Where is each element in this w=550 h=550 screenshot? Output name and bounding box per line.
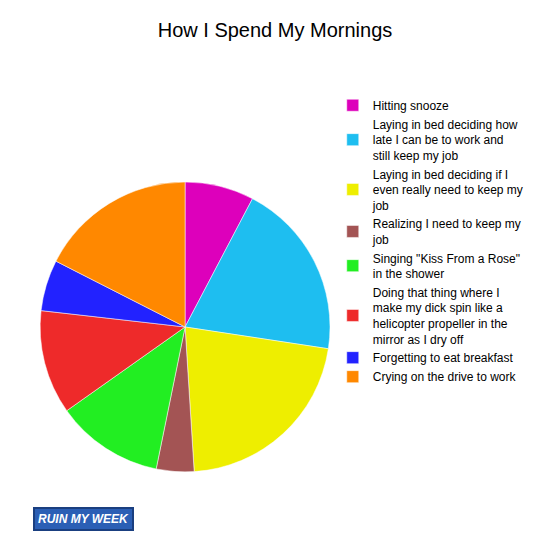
svg-text:RUIN MY WEEK: RUIN MY WEEK	[38, 512, 129, 526]
svg-text:How I Spend My Mornings: How I Spend My Mornings	[158, 19, 393, 41]
svg-text:Hitting snooze: Hitting snooze	[373, 99, 449, 113]
svg-text:Laying in bed deciding if Ieve: Laying in bed deciding if Ieven really n…	[372, 168, 523, 213]
svg-text:Realizing I need to keep myjob: Realizing I need to keep myjob	[372, 217, 521, 247]
svg-text:Laying in bed deciding howlate: Laying in bed deciding howlate I can be …	[373, 118, 518, 163]
svg-text:Singing "Kiss From a Rose"in t: Singing "Kiss From a Rose"in the shower	[373, 252, 520, 282]
svg-text:Forgetting to eat breakfast: Forgetting to eat breakfast	[373, 351, 514, 365]
svg-text:Crying on the drive to work: Crying on the drive to work	[373, 370, 517, 384]
svg-text:Doing that thing where Imake m: Doing that thing where Imake my dick spi…	[373, 286, 508, 347]
